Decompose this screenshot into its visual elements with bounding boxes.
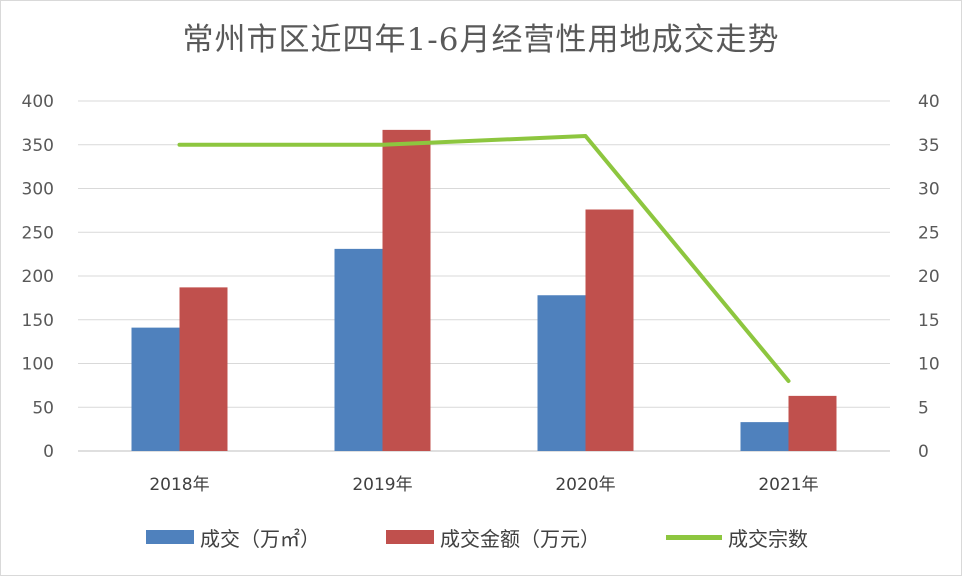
legend-item-amount: 成交金额（万元） (386, 520, 600, 554)
chart-plot: 0 50 100 150 200 250 300 350 400 0 5 10 15 20 25 30 35 40… (22, 92, 940, 495)
y-tick-label-left: 350 (22, 136, 54, 156)
y-tick-label-right: 20 (918, 267, 940, 287)
legend-label-amount: 成交金额（万元） (440, 526, 600, 551)
bar (740, 422, 789, 451)
y-tick-label-right: 0 (918, 442, 929, 462)
x-tick-label: 2018年 (149, 475, 209, 495)
bar (537, 295, 586, 451)
y-tick-label-right: 40 (918, 92, 940, 112)
y-tick-label-right: 25 (918, 223, 940, 243)
legend-label-area: 成交（万㎡） (200, 526, 320, 551)
y-tick-label-left: 50 (32, 398, 54, 418)
y-tick-label-right: 5 (918, 398, 929, 418)
y-tick-label-right: 15 (918, 311, 940, 331)
legend-swatch-area (146, 530, 194, 544)
x-tick-label: 2019年 (352, 475, 412, 495)
y-tick-label-left: 0 (43, 442, 54, 462)
legend-item-count: 成交宗数 (666, 520, 808, 554)
chart-title: 常州市区近四年1-6月经营性用地成交走势 (182, 22, 780, 58)
legend-swatch-amount (386, 530, 434, 544)
bar (585, 209, 634, 451)
y-tick-label-right: 30 (918, 180, 940, 200)
y-tick-label-left: 200 (22, 267, 54, 287)
chart-legend: 成交（万㎡） 成交金额（万元） 成交宗数 (0, 520, 962, 554)
y-tick-label-left: 250 (22, 223, 54, 243)
y-tick-label-left: 150 (22, 311, 54, 331)
bar (131, 327, 180, 451)
y-tick-label-right: 10 (918, 355, 940, 375)
y-tick-label-left: 300 (22, 180, 54, 200)
legend-item-area: 成交（万㎡） (146, 520, 320, 554)
x-tick-label: 2020年 (555, 475, 615, 495)
y-tick-label-left: 400 (22, 92, 54, 112)
bar (788, 395, 837, 451)
y-tick-label-right: 35 (918, 136, 940, 156)
legend-label-count: 成交宗数 (728, 526, 808, 551)
legend-swatch-count (666, 534, 722, 540)
y-tick-label-left: 100 (22, 355, 54, 375)
bar (382, 129, 431, 451)
bar (179, 287, 228, 451)
series-line (177, 134, 791, 383)
x-tick-label: 2021年 (758, 475, 818, 495)
bar (334, 248, 383, 451)
